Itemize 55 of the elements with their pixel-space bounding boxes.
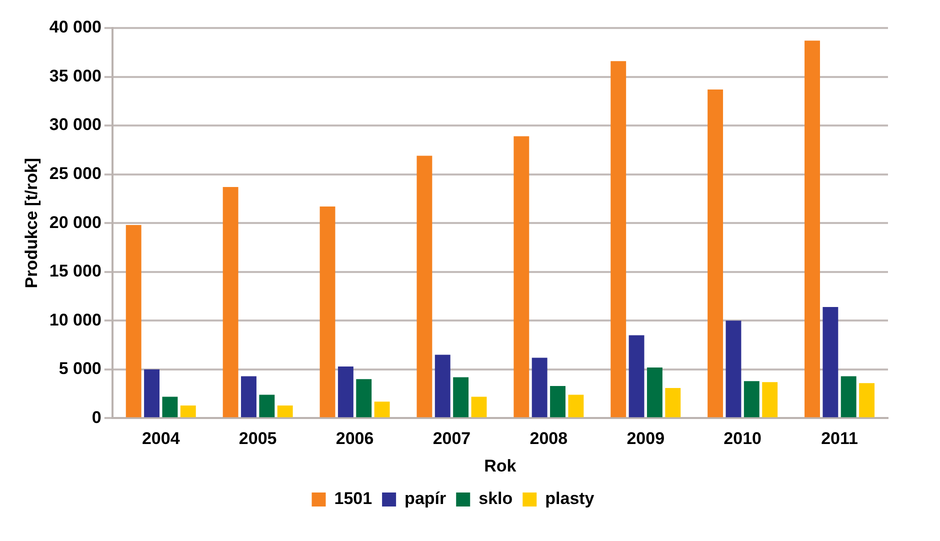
legend-label: 1501 — [334, 489, 372, 508]
bar — [646, 367, 662, 418]
bar — [665, 388, 681, 418]
y-tick-label: 0 — [92, 408, 102, 427]
y-axis-title: Produkce [t/rok] — [22, 158, 41, 288]
x-tick-label: 2009 — [626, 429, 665, 448]
bar — [356, 379, 372, 418]
legend-label: sklo — [478, 489, 513, 508]
bar — [804, 40, 820, 418]
bar — [338, 366, 354, 418]
bar — [532, 358, 548, 418]
x-tick-label: 2010 — [724, 429, 762, 448]
bar — [726, 320, 742, 418]
bar — [222, 187, 238, 418]
bar — [277, 406, 293, 418]
bar — [822, 306, 838, 418]
bar — [241, 376, 256, 418]
y-tick-label: 35 000 — [49, 66, 102, 86]
bar — [568, 394, 584, 418]
y-tick-label: 40 000 — [49, 18, 102, 37]
bar — [514, 136, 530, 418]
bar — [434, 354, 450, 418]
bar — [126, 225, 142, 418]
legend-label: papír — [404, 489, 446, 508]
bar — [144, 369, 160, 418]
bar — [416, 156, 432, 418]
x-axis-title: Rok — [484, 456, 517, 476]
legend-label: plasty — [545, 489, 595, 508]
bar — [162, 396, 178, 418]
bar — [453, 377, 469, 418]
x-tick-label: 2007 — [432, 429, 471, 448]
x-tick-label: 2005 — [238, 429, 277, 448]
x-tick-label: 2006 — [336, 429, 374, 448]
bar — [708, 89, 724, 418]
bar — [628, 335, 644, 418]
bar — [610, 61, 626, 418]
bar — [320, 206, 336, 418]
bar — [762, 382, 778, 418]
y-tick-label: 25 000 — [49, 164, 102, 184]
bar — [374, 402, 390, 418]
y-tick-label: 30 000 — [49, 115, 102, 134]
bar — [840, 376, 856, 418]
bar — [859, 383, 875, 418]
bar — [471, 396, 487, 418]
x-tick-label: 2004 — [142, 429, 180, 448]
y-tick-label: 15 000 — [49, 262, 102, 281]
x-tick-label: 2011 — [821, 429, 858, 448]
x-tick-label: 2008 — [530, 429, 568, 448]
bar — [259, 394, 275, 418]
y-tick-label: 5 000 — [58, 359, 102, 378]
y-tick-label: 10 000 — [49, 310, 102, 330]
y-tick-label: 20 000 — [49, 212, 102, 232]
bar — [550, 386, 566, 418]
bar — [744, 381, 760, 418]
bar — [180, 406, 196, 418]
